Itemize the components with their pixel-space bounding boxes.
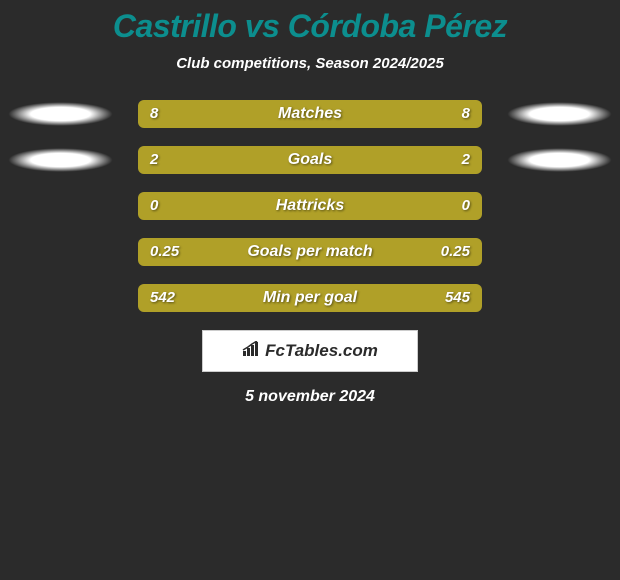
logo-label: FcTables.com (265, 341, 378, 361)
stat-row: Goals per match0.25 0.25 (0, 238, 620, 266)
player-shadow-right (507, 102, 612, 126)
stat-value-right: 545 (445, 284, 470, 312)
bar-chart-icon (242, 341, 262, 362)
stat-value-left: 8 (150, 100, 158, 128)
stat-value-left: 542 (150, 284, 175, 312)
stat-value-right: 8 (462, 100, 470, 128)
stat-value-left: 2 (150, 146, 158, 174)
player-shadow-right (507, 148, 612, 172)
stat-value-left: 0.25 (150, 238, 179, 266)
stat-row: Hattricks0 0 (0, 192, 620, 220)
stat-label: Goals per match (138, 238, 482, 266)
stat-label: Matches (138, 100, 482, 128)
comparison-subtitle: Club competitions, Season 2024/2025 (0, 55, 620, 72)
comparison-title: Castrillo vs Córdoba Pérez (0, 8, 620, 45)
stat-row: Matches8 8 (0, 100, 620, 128)
stat-label: Goals (138, 146, 482, 174)
stat-value-right: 2 (462, 146, 470, 174)
stat-label: Hattricks (138, 192, 482, 220)
logo-box[interactable]: FcTables.com (202, 330, 418, 372)
stats-area: Matches8 8 Goals2 2 Hattricks0 0 Goals per mat… (0, 100, 620, 312)
stat-value-left: 0 (150, 192, 158, 220)
stat-label: Min per goal (138, 284, 482, 312)
stat-row: Goals2 2 (0, 146, 620, 174)
date-line: 5 november 2024 (0, 388, 620, 406)
player-shadow-left (8, 148, 113, 172)
player-shadow-left (8, 102, 113, 126)
stat-value-right: 0.25 (441, 238, 470, 266)
stat-value-right: 0 (462, 192, 470, 220)
stat-row: Min per goal542 545 (0, 284, 620, 312)
logo-text: FcTables.com (242, 341, 378, 362)
